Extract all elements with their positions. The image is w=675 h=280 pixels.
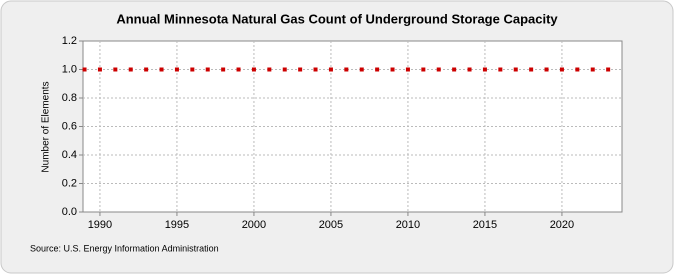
y-tick-label: 1.2 — [62, 35, 77, 47]
x-tick-label: 2020 — [550, 219, 574, 231]
point — [205, 67, 210, 72]
y-tick-label: 0.4 — [62, 149, 77, 161]
point — [251, 67, 256, 72]
point — [390, 67, 395, 72]
point — [467, 67, 472, 72]
point — [452, 67, 457, 72]
point — [144, 67, 149, 72]
x-tick-label: 2015 — [473, 219, 497, 231]
x-tick-label: 1990 — [88, 219, 112, 231]
y-axis-label: Number of Elements — [41, 81, 52, 172]
point — [529, 67, 534, 72]
source: Source: U.S. Energy Information Administ… — [30, 243, 219, 253]
point — [344, 67, 349, 72]
x-tick-label: 2005 — [319, 219, 343, 231]
point — [174, 67, 179, 72]
point — [113, 67, 118, 72]
point — [590, 67, 595, 72]
chart-title: Annual Minnesota Natural Gas Count of Un… — [116, 11, 558, 26]
point — [405, 67, 410, 72]
point — [482, 67, 487, 72]
point — [513, 67, 518, 72]
x-tick-label: 2010 — [396, 219, 420, 231]
point — [282, 67, 287, 72]
y-tick-label: 0.0 — [62, 206, 77, 218]
y-tick-label: 0.6 — [62, 120, 77, 132]
point — [82, 67, 87, 72]
y-tick-label: 0.2 — [62, 177, 77, 189]
point — [313, 67, 318, 72]
point — [267, 67, 272, 72]
point — [298, 67, 303, 72]
point — [221, 67, 226, 72]
point — [236, 67, 241, 72]
point — [559, 67, 564, 72]
x-tick-label: 1995 — [165, 219, 189, 231]
point — [190, 67, 195, 72]
point — [436, 67, 441, 72]
point — [544, 67, 549, 72]
point — [421, 67, 426, 72]
point — [97, 67, 102, 72]
x-tick-label: 2000 — [242, 219, 266, 231]
y-tick-label: 0.8 — [62, 92, 77, 104]
point — [498, 67, 503, 72]
point — [128, 67, 133, 72]
point — [159, 67, 164, 72]
point — [328, 67, 333, 72]
y-tick-label: 1.0 — [62, 63, 77, 75]
point — [375, 67, 380, 72]
point — [606, 67, 611, 72]
point — [359, 67, 364, 72]
point — [575, 67, 580, 72]
